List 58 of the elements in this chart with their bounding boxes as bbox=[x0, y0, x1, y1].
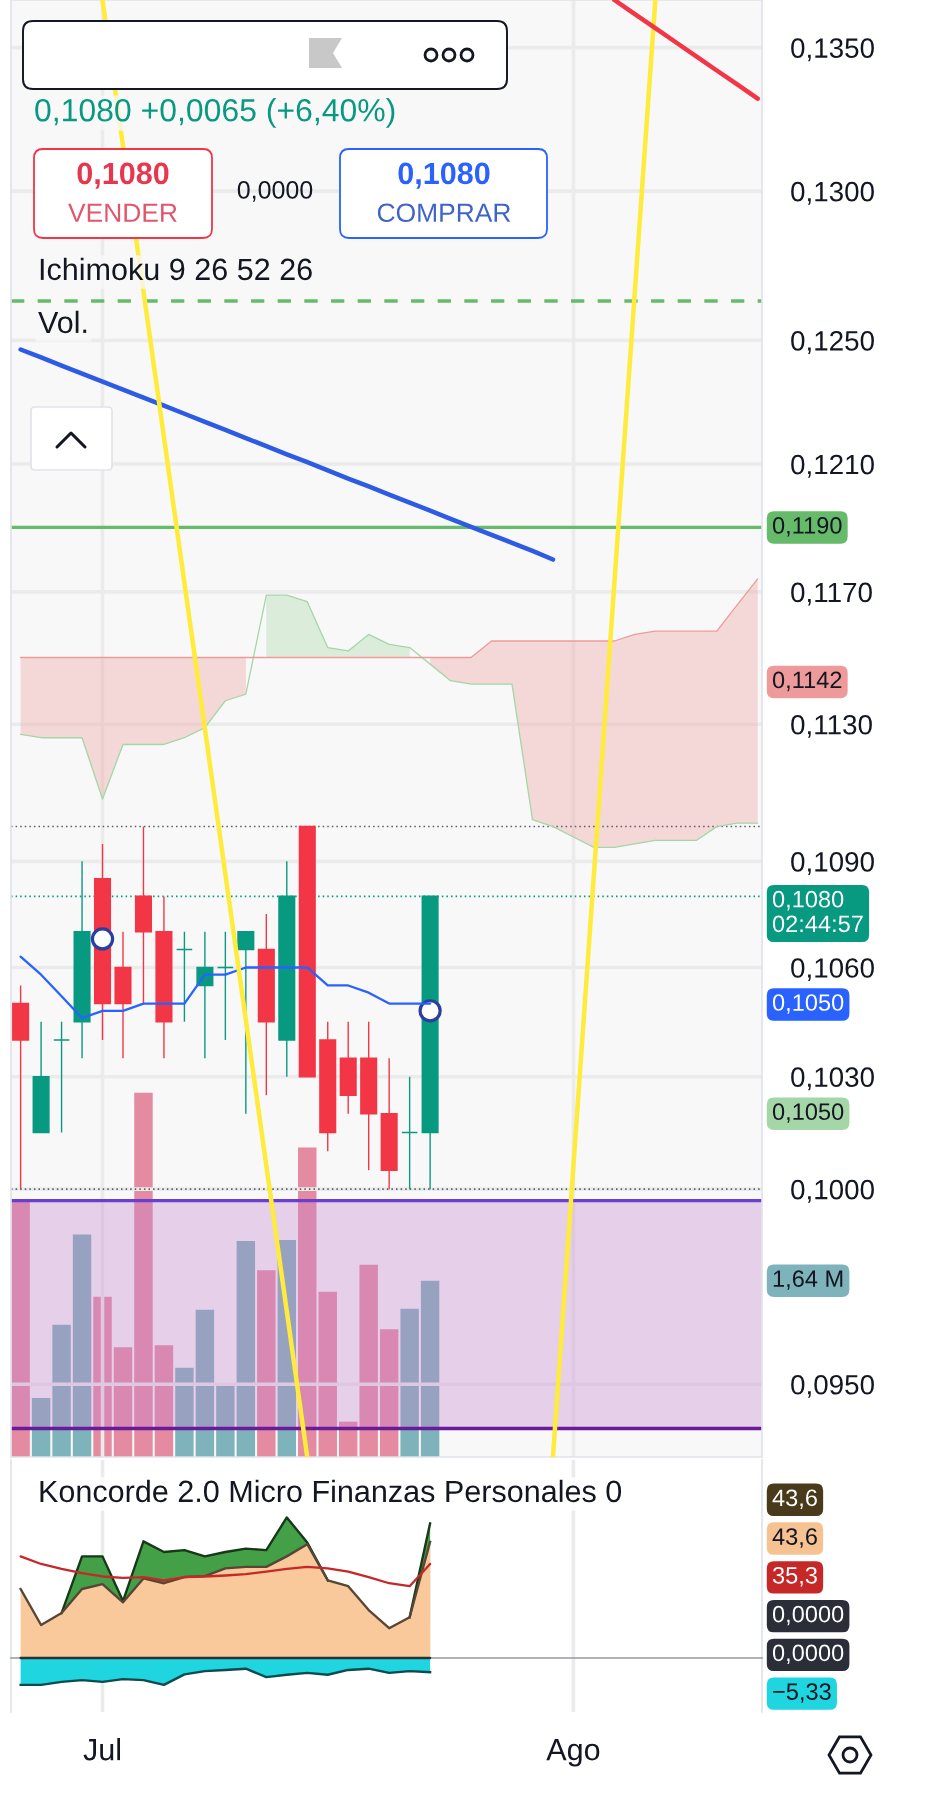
line-series bbox=[612, 0, 760, 101]
y-tick-label: 0,1060 bbox=[791, 958, 874, 982]
y-tick-label: 0,1350 bbox=[791, 38, 874, 62]
bar bbox=[236, 1241, 256, 1457]
y-tick-label: 0,1210 bbox=[791, 454, 874, 478]
text: 0,0000 bbox=[772, 1644, 844, 1664]
bar bbox=[31, 1397, 51, 1457]
line-series bbox=[18, 347, 556, 562]
x-tick-label: Ago bbox=[546, 1739, 600, 1767]
text: 0,1142 bbox=[772, 671, 842, 692]
text: 35,3 bbox=[772, 1566, 817, 1587]
bar bbox=[175, 1367, 194, 1457]
annotation: COMPRAR bbox=[377, 203, 511, 223]
bar bbox=[154, 1345, 174, 1457]
candlestick bbox=[53, 1021, 71, 1134]
y-tick-label: 0,1090 bbox=[791, 852, 874, 875]
bar bbox=[72, 1234, 92, 1457]
text: 1,64 M bbox=[773, 1270, 843, 1290]
bar bbox=[52, 1324, 71, 1457]
bar bbox=[134, 1092, 153, 1457]
text: 43,6 bbox=[772, 1489, 817, 1509]
annotation: 0,1080 bbox=[398, 162, 490, 189]
annotation: 0,0000 bbox=[237, 181, 313, 202]
bar bbox=[216, 1385, 235, 1457]
bar bbox=[420, 1280, 440, 1457]
bar bbox=[195, 1309, 215, 1457]
candlestick bbox=[401, 1075, 419, 1190]
bar bbox=[318, 1291, 337, 1457]
chart-title: Vol. bbox=[38, 310, 87, 334]
candlestick bbox=[175, 931, 193, 1023]
bar bbox=[359, 1264, 378, 1457]
text: 0,1050 bbox=[772, 994, 844, 1014]
chart-title: Koncorde 2.0 Micro Finanzas Personales 0 bbox=[40, 1479, 622, 1503]
x-tick-label: Jul bbox=[83, 1738, 121, 1761]
candlestick bbox=[216, 931, 234, 1041]
y-tick-label: 0,0950 bbox=[791, 1374, 874, 1398]
text: 0,1050 bbox=[772, 1103, 844, 1123]
y-tick-label: 0,1170 bbox=[791, 582, 872, 606]
ref-line-label: 0,1190 bbox=[772, 517, 842, 537]
y-tick-label: 0,1250 bbox=[791, 331, 874, 354]
line-series bbox=[19, 578, 759, 659]
text: 43,6 bbox=[772, 1528, 817, 1548]
y-tick-label: 0,1030 bbox=[791, 1067, 874, 1091]
annotation: VENDER bbox=[68, 203, 177, 222]
annotation: Ichimoku 9 26 52 26 bbox=[40, 257, 312, 281]
ref-line-label: 0,1080 02:44:57 bbox=[772, 890, 863, 933]
text: 0,1080 +0,0065 (+6,40%) bbox=[35, 98, 395, 128]
y-tick-label: 0,1130 bbox=[791, 714, 872, 738]
bar bbox=[400, 1308, 419, 1457]
text: −5,33 bbox=[773, 1683, 831, 1703]
bar bbox=[257, 1270, 276, 1457]
y-tick-label: 0,1300 bbox=[791, 181, 874, 205]
text: 0,0000 bbox=[772, 1605, 844, 1626]
y-tick-label: 0,1000 bbox=[791, 1179, 874, 1203]
bar bbox=[11, 1199, 30, 1457]
bar bbox=[379, 1329, 399, 1457]
annotation: 0,1080 bbox=[77, 162, 169, 189]
bar bbox=[113, 1347, 133, 1457]
